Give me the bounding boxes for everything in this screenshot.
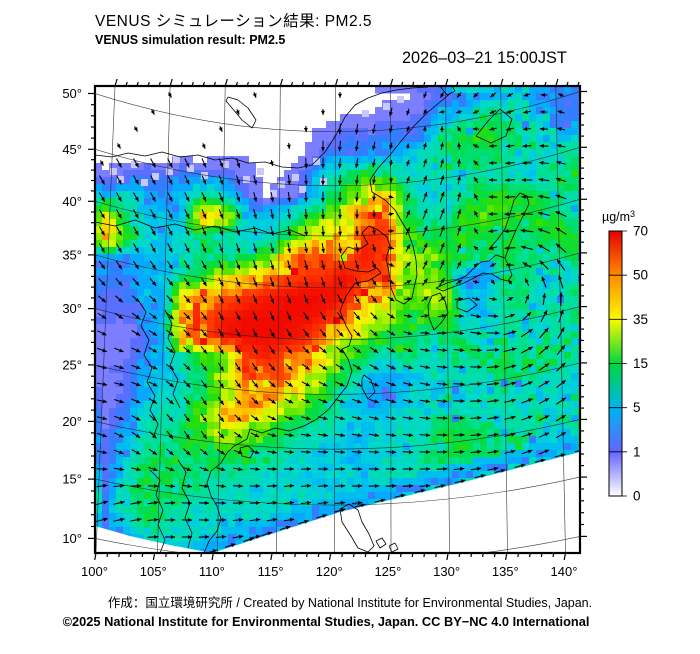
svg-text:110°: 110° xyxy=(199,564,225,579)
svg-text:10°: 10° xyxy=(62,531,82,546)
svg-text:0: 0 xyxy=(633,489,641,504)
svg-text:50°: 50° xyxy=(62,86,82,101)
svg-text:135°: 135° xyxy=(492,564,519,579)
svg-text:100°: 100° xyxy=(81,564,108,579)
svg-text:VENUS シミュレーション結果: PM2.5: VENUS シミュレーション結果: PM2.5 xyxy=(95,12,372,30)
svg-text:作成：国立環境研究所 / Created by Nation: 作成：国立環境研究所 / Created by National Institu… xyxy=(108,595,592,610)
svg-text:40°: 40° xyxy=(62,194,82,209)
svg-text:15: 15 xyxy=(633,356,648,371)
svg-text:140°: 140° xyxy=(551,564,578,579)
svg-text:35: 35 xyxy=(633,312,648,327)
svg-text:2026–03–21 15:00JST: 2026–03–21 15:00JST xyxy=(402,49,567,67)
svg-text:70: 70 xyxy=(633,224,648,239)
svg-text:115°: 115° xyxy=(258,564,284,579)
svg-text:50: 50 xyxy=(633,268,648,283)
svg-text:125°: 125° xyxy=(374,564,401,579)
svg-text:VENUS simulation result: PM2.5: VENUS simulation result: PM2.5 xyxy=(95,33,285,47)
svg-text:25°: 25° xyxy=(62,357,82,372)
svg-text:©2025 National Institute for E: ©2025 National Institute for Environment… xyxy=(63,614,590,629)
svg-text:120°: 120° xyxy=(316,564,343,579)
svg-text:µg/m3: µg/m3 xyxy=(602,209,635,224)
svg-text:45°: 45° xyxy=(62,142,82,157)
svg-text:30°: 30° xyxy=(62,301,82,316)
svg-text:20°: 20° xyxy=(62,414,82,429)
svg-text:130°: 130° xyxy=(433,564,460,579)
svg-text:105°: 105° xyxy=(140,564,167,579)
svg-text:15°: 15° xyxy=(62,472,82,487)
svg-text:5: 5 xyxy=(633,400,641,415)
svg-text:35°: 35° xyxy=(62,247,82,262)
svg-text:1: 1 xyxy=(633,444,641,459)
